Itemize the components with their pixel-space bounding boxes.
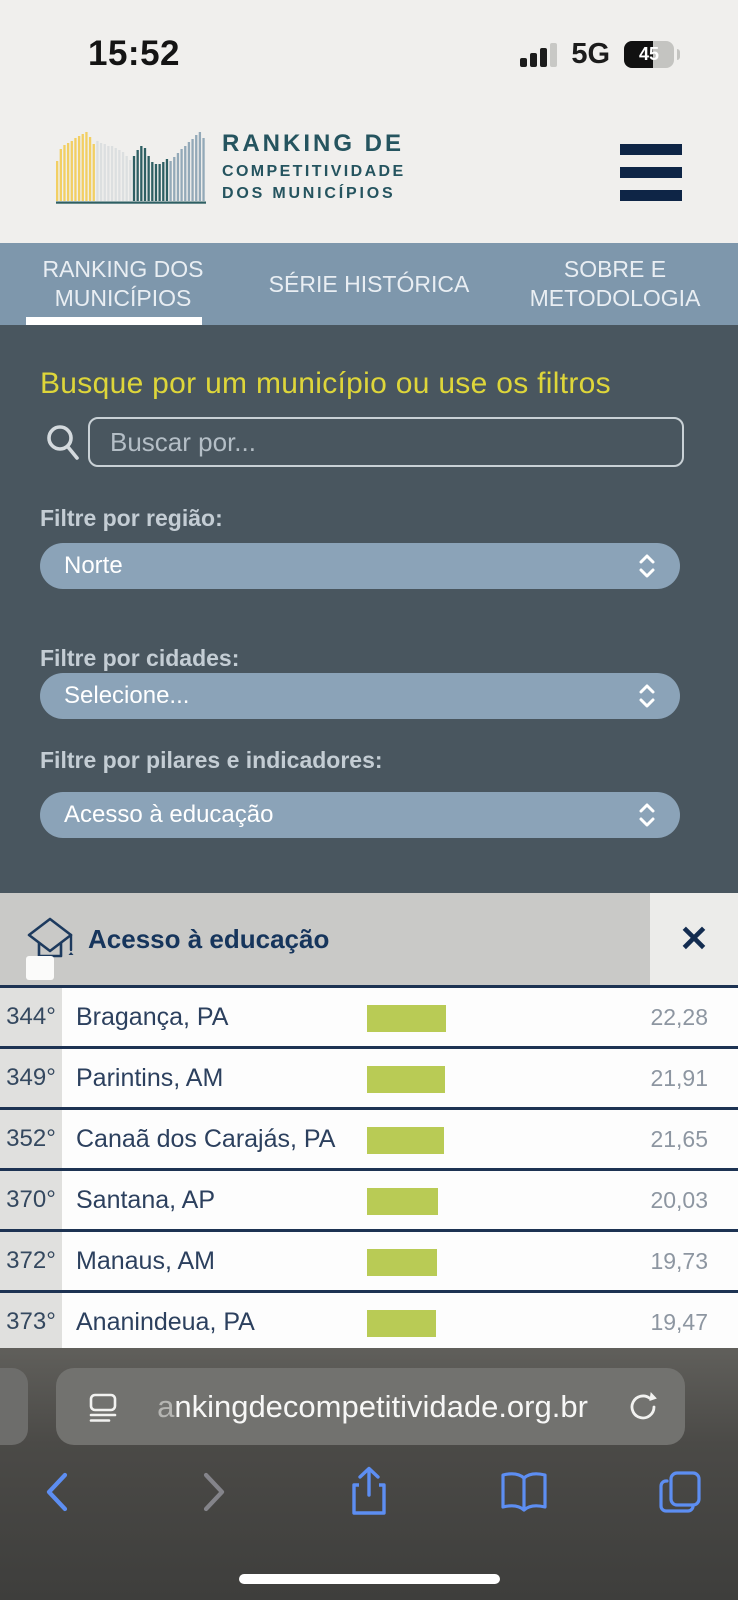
score-value: 21,91 xyxy=(650,1064,708,1091)
selected-indicator: Acesso à educação xyxy=(0,893,650,985)
address-bar[interactable]: ankingdecompetitividade.org.br xyxy=(56,1368,685,1445)
bookmarks-button[interactable] xyxy=(489,1460,559,1524)
graduation-cap-icon xyxy=(27,917,74,958)
table-row[interactable]: 349° Parintins, AM 21,91 xyxy=(0,1046,738,1107)
up-down-chevrons-icon xyxy=(639,554,655,578)
magnifier-icon xyxy=(47,425,79,460)
score-value: 19,47 xyxy=(650,1308,708,1335)
pillars-filter-label: Filtre por pilares e indicadores: xyxy=(40,747,383,773)
status-icons: 5G 45 xyxy=(520,38,680,71)
city-label: Manaus, AM xyxy=(76,1246,215,1275)
tab-serie-historica[interactable]: SÉRIE HISTÓRICA xyxy=(268,270,470,297)
browser-toolbar: ankingdecompetitividade.org.br xyxy=(0,1348,738,1600)
site-header: RANKING DE COMPETITIVIDADE DOS MUNICÍPIO… xyxy=(0,100,738,243)
selected-indicator-title: Acesso à educação xyxy=(88,923,330,954)
city-label: Parintins, AM xyxy=(76,1063,224,1092)
active-tab-indicator xyxy=(26,317,202,325)
tab-sobre-e-metodologia[interactable]: SOBRE E METODOLOGIA xyxy=(529,256,701,311)
status-bar: 15:52 5G 45 xyxy=(0,0,738,100)
up-down-chevrons-icon xyxy=(639,803,655,827)
pillars-select[interactable]: Acesso à educação xyxy=(40,792,680,838)
home-indicator[interactable] xyxy=(239,1574,500,1584)
score-value: 19,73 xyxy=(650,1247,708,1274)
filter-section: Busque por um município ou use os filtro… xyxy=(0,325,738,893)
main-nav: RANKING DOS MUNICÍPIOS SÉRIE HISTÓRICA S… xyxy=(0,243,738,325)
city-label: Bragança, PA xyxy=(76,1002,229,1031)
search-row xyxy=(40,417,698,467)
table-row[interactable]: 373° Ananindeua, PA 19,47 xyxy=(0,1290,738,1351)
adjacent-tab-stub[interactable] xyxy=(0,1368,28,1445)
score-bar xyxy=(367,1310,436,1337)
back-button[interactable] xyxy=(22,1460,92,1524)
region-select[interactable]: Norte xyxy=(40,543,680,589)
cities-select[interactable]: Selecione... xyxy=(40,673,680,719)
hamburger-menu-icon[interactable] xyxy=(620,144,682,201)
score-bar xyxy=(367,1005,446,1032)
battery-icon: 45 xyxy=(624,41,674,68)
city-label: Ananindeua, PA xyxy=(76,1307,255,1336)
rank-cell: 373° xyxy=(0,1293,62,1351)
scrollbar-thumb[interactable] xyxy=(26,956,54,980)
forward-button xyxy=(179,1460,249,1524)
region-filter-label: Filtre por região: xyxy=(40,505,223,531)
region-select-value: Norte xyxy=(64,552,123,579)
reload-icon[interactable] xyxy=(625,1389,661,1425)
network-type-label: 5G xyxy=(571,38,610,70)
rank-cell: 352° xyxy=(0,1110,62,1168)
score-value: 22,28 xyxy=(650,1003,708,1030)
tab-ranking-dos-municipios[interactable]: RANKING DOS MUNICÍPIOS xyxy=(42,256,204,311)
score-value: 20,03 xyxy=(650,1186,708,1213)
cities-select-value: Selecione... xyxy=(64,682,190,709)
logo-text: RANKING DE COMPETITIVIDADE DOS MUNICÍPIO… xyxy=(222,130,406,202)
score-value: 21,65 xyxy=(650,1125,708,1152)
logo-bars-icon xyxy=(56,132,206,204)
table-row[interactable]: 344° Bragança, PA 22,28 xyxy=(0,985,738,1046)
ranking-table: 344° Bragança, PA 22,28 349° Parintins, AM 21… xyxy=(0,985,738,1360)
search-heading: Busque por um município ou use os filtro… xyxy=(40,367,611,400)
rank-cell: 344° xyxy=(0,988,62,1046)
pillars-select-value: Acesso à educação xyxy=(64,801,274,828)
up-down-chevrons-icon xyxy=(639,684,655,708)
score-bar xyxy=(367,1066,445,1093)
table-row[interactable]: 370° Santana, AP 20,03 xyxy=(0,1168,738,1229)
cities-filter-label: Filtre por cidades: xyxy=(40,645,240,671)
battery-percent: 45 xyxy=(638,44,660,64)
rank-cell: 370° xyxy=(0,1171,62,1229)
browser-buttons xyxy=(0,1460,738,1524)
city-label: Santana, AP xyxy=(76,1185,216,1214)
search-input[interactable] xyxy=(88,417,684,467)
site-logo[interactable]: RANKING DE COMPETITIVIDADE DOS MUNICÍPIO… xyxy=(56,130,406,205)
score-bar xyxy=(367,1188,438,1215)
share-button[interactable] xyxy=(334,1460,404,1524)
city-label: Canaã dos Carajás, PA xyxy=(76,1124,336,1153)
clock: 15:52 xyxy=(88,34,181,73)
score-bar xyxy=(367,1249,437,1276)
rank-cell: 372° xyxy=(0,1232,62,1290)
table-row[interactable]: 352° Canaã dos Carajás, PA 21,65 xyxy=(0,1107,738,1168)
rank-cell: 349° xyxy=(0,1049,62,1107)
score-bar xyxy=(367,1127,444,1154)
selected-indicator-band: Acesso à educação ✕ xyxy=(0,893,738,985)
battery-cap xyxy=(677,49,680,60)
tabs-button[interactable] xyxy=(646,1460,716,1524)
page-reader-icon[interactable] xyxy=(86,1390,120,1424)
table-row[interactable]: 372° Manaus, AM 19,73 xyxy=(0,1229,738,1290)
cellular-signal-icon xyxy=(520,42,558,67)
url-text: ankingdecompetitividade.org.br xyxy=(157,1388,588,1424)
close-icon[interactable]: ✕ xyxy=(650,893,738,985)
